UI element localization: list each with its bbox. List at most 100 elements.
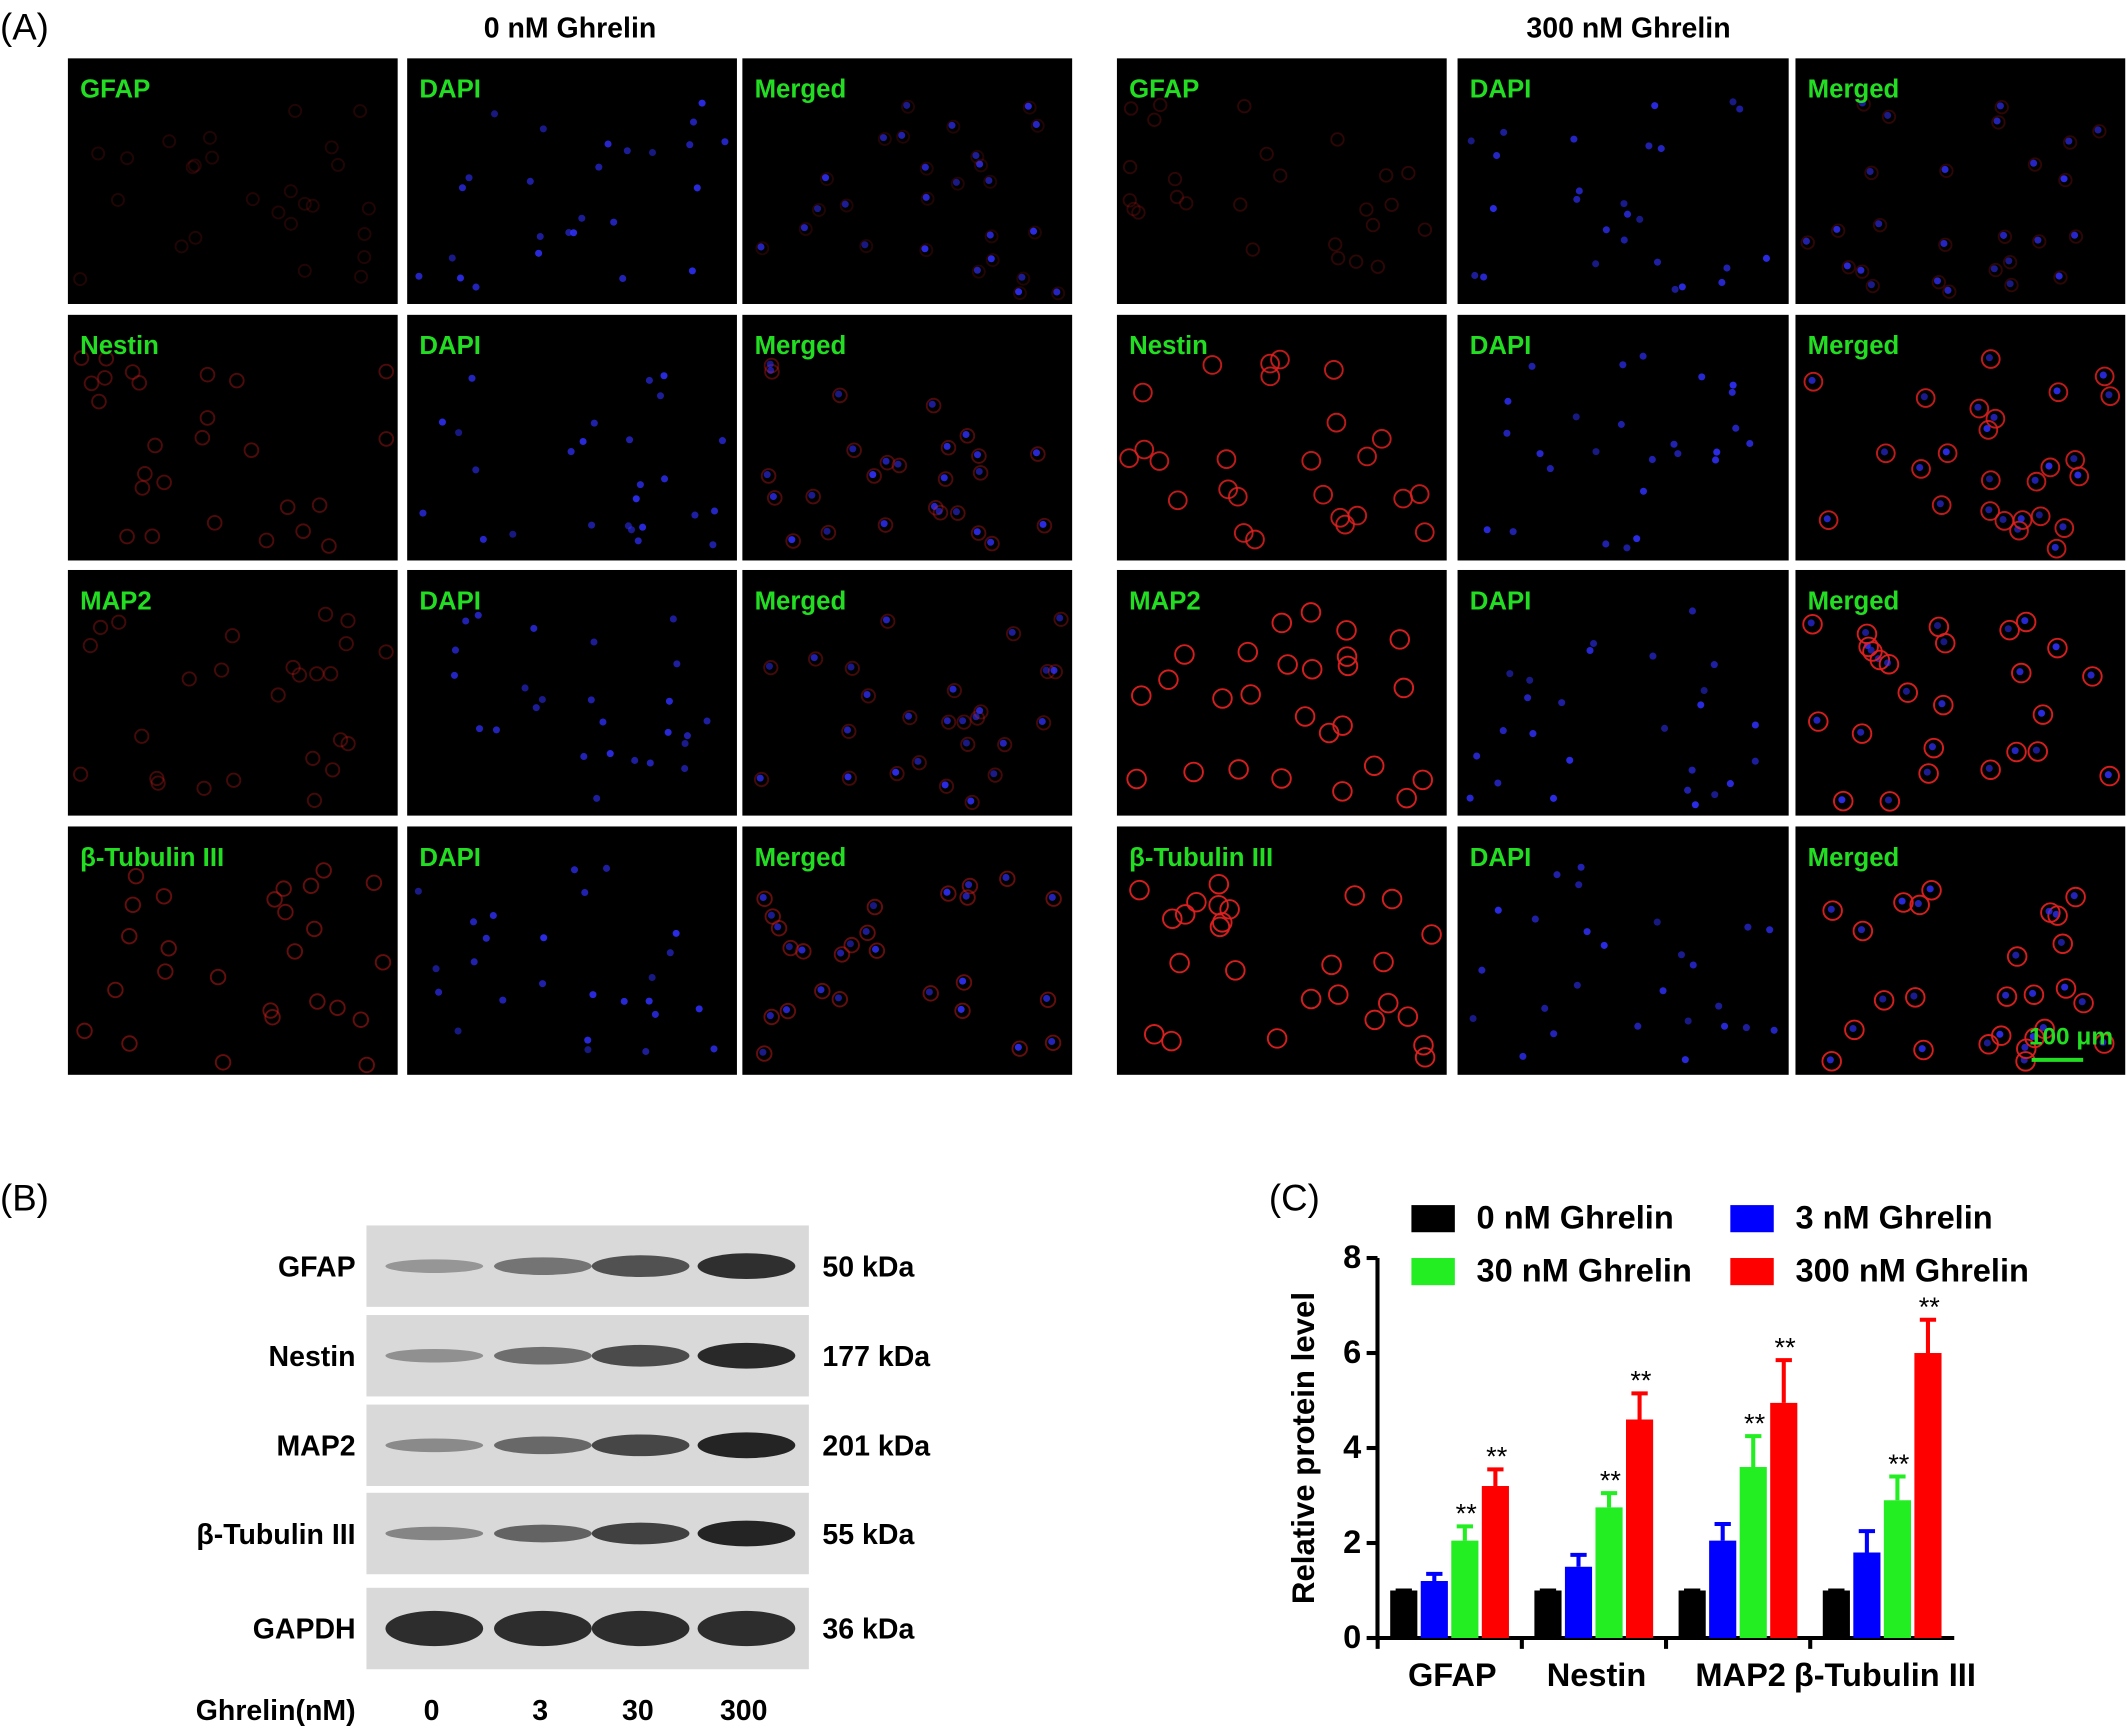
nucleus: [861, 241, 869, 249]
cell-body: [1371, 428, 1392, 449]
micrograph: [1116, 569, 1447, 816]
cell-body: [2002, 255, 2018, 270]
nucleus: [882, 616, 890, 624]
panel-label: DAPI: [1470, 76, 1532, 104]
cell-body: [1938, 237, 1953, 253]
cells: [1467, 98, 1770, 293]
cell-body: [1328, 984, 1349, 1005]
nucleus: [1742, 1024, 1750, 1032]
cells: [1122, 97, 1433, 274]
cell-body: [941, 714, 957, 730]
nucleus: [990, 770, 998, 778]
nucleus: [1999, 515, 2007, 524]
nucleus: [438, 418, 446, 426]
micrograph: [67, 569, 398, 816]
nucleus: [1862, 628, 1870, 637]
cell-body: [2058, 172, 2073, 188]
cells: [450, 611, 711, 802]
nucleus: [1923, 768, 1931, 776]
cell-body: [2024, 1027, 2045, 1049]
lane-label: 30: [622, 1695, 654, 1727]
cell-body: [1905, 987, 1926, 1008]
cell-body: [1271, 768, 1292, 789]
nucleus: [1762, 254, 1770, 262]
nucleus: [1624, 210, 1632, 218]
cell-body: [1373, 951, 1394, 973]
nucleus: [1715, 1002, 1723, 1010]
nucleus: [1684, 786, 1692, 794]
cell-body: [2092, 124, 2107, 139]
nucleus: [1653, 258, 1662, 266]
cell-body: [213, 662, 230, 678]
nucleus: [1038, 717, 1046, 726]
nucleus: [1577, 863, 1585, 871]
cell-body: [2023, 984, 2045, 1005]
cell-body: [1830, 223, 1846, 238]
cell-body: [1330, 132, 1345, 147]
nucleus: [2099, 371, 2107, 379]
protein-label: β-Tubulin III: [196, 1519, 355, 1551]
nucleus: [661, 475, 669, 483]
nucleus: [1526, 676, 1534, 684]
nucleus: [1985, 764, 1993, 772]
nucleus: [693, 184, 701, 192]
nucleus: [2021, 617, 2029, 625]
cell-body: [763, 357, 780, 374]
cell-body: [814, 982, 831, 1000]
cell-body: [1396, 787, 1417, 809]
cells: [1469, 863, 1778, 1064]
cell-body: [1209, 916, 1231, 938]
band: [385, 1348, 484, 1363]
cell-body: [121, 1035, 138, 1052]
nucleus: [1996, 102, 2004, 110]
panel-label: Merged: [755, 76, 847, 104]
nucleus: [595, 163, 603, 171]
panel-label: Merged: [1808, 587, 1900, 615]
nucleus: [1983, 425, 1991, 433]
nucleus: [419, 509, 427, 517]
cell-body: [820, 524, 837, 541]
cell-body: [199, 410, 216, 426]
cell-body: [1240, 684, 1261, 705]
cell-body: [1162, 908, 1183, 929]
band: [697, 1432, 796, 1459]
nucleus: [1723, 264, 1731, 272]
error-bar: [1714, 1521, 1731, 1541]
nucleus: [849, 445, 857, 453]
nucleus: [538, 695, 546, 704]
nucleus: [869, 902, 877, 910]
cell-body: [763, 1008, 780, 1026]
cell-body: [315, 862, 332, 879]
nucleus: [846, 940, 854, 948]
nucleus: [619, 274, 627, 282]
micrograph: [1116, 58, 1447, 304]
nucleus: [590, 638, 598, 646]
cell-body: [196, 780, 212, 796]
nucleus: [769, 493, 777, 501]
nucleus: [664, 728, 672, 736]
nucleus: [2078, 998, 2086, 1006]
cell-body: [2062, 135, 2078, 150]
nucleus: [1879, 995, 1887, 1003]
cell-body: [1012, 286, 1027, 301]
nucleus: [536, 232, 544, 241]
cell-body: [987, 767, 1003, 783]
panel-label: Merged: [1808, 844, 1900, 872]
nucleus: [834, 994, 842, 1002]
cell-body: [358, 1056, 375, 1074]
band: [591, 1522, 690, 1545]
cell-body: [185, 160, 200, 175]
cell-body: [1051, 286, 1066, 301]
cell-body: [839, 198, 854, 213]
nucleus: [1558, 699, 1566, 707]
cell-body: [1357, 446, 1377, 467]
nucleus: [1689, 961, 1697, 969]
nucleus: [1826, 1056, 1834, 1064]
nucleus: [1015, 288, 1023, 296]
nucleus: [1478, 966, 1486, 974]
nucleus: [509, 530, 517, 538]
cell-body: [2040, 457, 2061, 478]
nucleus: [2021, 1043, 2029, 1051]
cell-body: [302, 877, 320, 895]
panel-label: MAP2: [1129, 587, 1201, 615]
